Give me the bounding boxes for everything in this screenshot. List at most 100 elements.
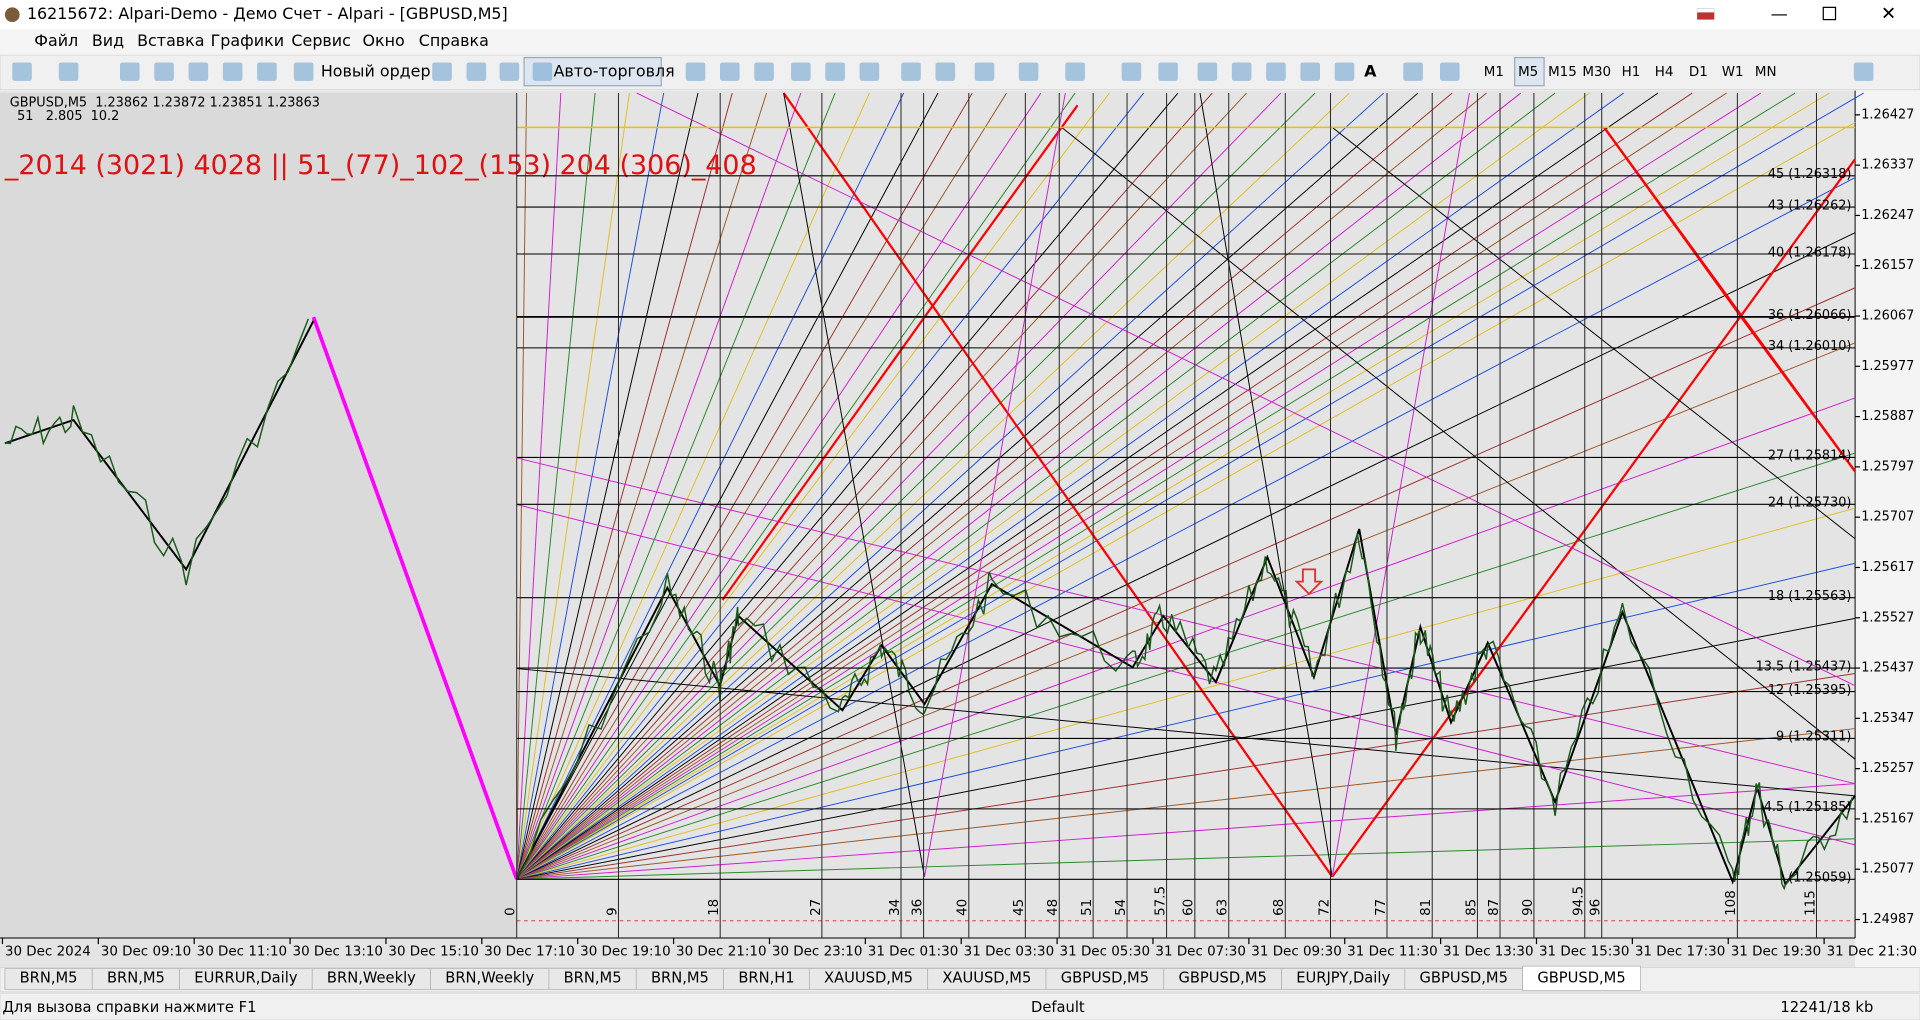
tab-label[interactable]: BRN,H1 <box>738 969 794 986</box>
tab-label[interactable]: XAUUSD,M5 <box>942 969 1031 986</box>
timeframe-button[interactable]: MN <box>1755 65 1777 80</box>
tab-label[interactable]: GBPUSD,M5 <box>1178 969 1266 986</box>
tab-label[interactable]: XAUUSD,M5 <box>824 969 913 986</box>
new-order-button[interactable]: Новый ордер <box>321 62 431 81</box>
tool-icon[interactable] <box>901 62 921 81</box>
close[interactable]: ✕ <box>1881 4 1896 25</box>
timeframe-button[interactable]: H4 <box>1655 65 1674 80</box>
tab-label[interactable]: GBPUSD,M5 <box>1420 969 1508 986</box>
menu-item[interactable]: Файл <box>34 31 78 50</box>
minimize[interactable]: — <box>1771 5 1788 25</box>
time-label: 30 Dec 15:10 <box>388 944 478 959</box>
tool-icon[interactable] <box>1158 62 1178 81</box>
drawing-line <box>516 92 1042 880</box>
timeframe-button[interactable]: W1 <box>1722 65 1744 80</box>
tab-label[interactable]: BRN,M5 <box>651 969 709 986</box>
drawing-line <box>516 92 1453 880</box>
tab-label[interactable]: BRN,Weekly <box>327 969 416 986</box>
tab-label[interactable]: EURJPY,Daily <box>1296 969 1390 986</box>
tool-icon[interactable] <box>974 62 995 81</box>
tool-icon[interactable] <box>222 62 243 81</box>
tool-icon[interactable] <box>1300 62 1321 81</box>
tool-icon[interactable] <box>1334 62 1355 81</box>
menu-item[interactable]: Вид <box>92 31 124 50</box>
price-label: 1.26067 <box>1861 309 1914 324</box>
auto-trading-label[interactable]: Авто-торговля <box>553 62 674 81</box>
tool-icon[interactable] <box>432 62 452 81</box>
tool-icon[interactable] <box>1231 62 1252 81</box>
timeframe-button[interactable]: M5 <box>1518 65 1538 80</box>
tab-label[interactable]: EURRUR,Daily <box>194 969 298 986</box>
tab-label[interactable]: BRN,M5 <box>564 969 622 986</box>
tool-icon[interactable] <box>1440 62 1460 81</box>
tool-icon[interactable] <box>1266 62 1286 81</box>
tab[interactable] <box>1522 965 1641 991</box>
time-label: 31 Dec 09:30 <box>1251 944 1341 959</box>
timeframe-button[interactable]: M30 <box>1582 65 1611 80</box>
tool-icon[interactable] <box>791 62 811 81</box>
menu-item[interactable]: Графики <box>211 31 284 50</box>
time-label: 30 Dec 17:10 <box>484 944 574 959</box>
tool-icon[interactable] <box>1018 62 1039 81</box>
tool-icon[interactable] <box>935 62 956 81</box>
tool-icon[interactable] <box>188 62 209 81</box>
price-label: 1.25527 <box>1861 610 1914 625</box>
tool-icon[interactable] <box>466 62 487 81</box>
drawing-line <box>516 92 1556 880</box>
tool-icon[interactable] <box>859 62 880 81</box>
tool-icon[interactable] <box>532 62 553 81</box>
tab-label[interactable]: BRN,M5 <box>20 969 78 986</box>
count-label: 51 <box>1080 899 1095 916</box>
count-label: 0 <box>504 907 519 916</box>
count-label: 18 <box>707 899 722 916</box>
tool-icon[interactable] <box>120 62 140 81</box>
text-tool[interactable]: A <box>1364 62 1377 81</box>
tab-label[interactable]: BRN,M5 <box>107 969 165 986</box>
tool-icon[interactable] <box>12 62 32 81</box>
drawing-line <box>924 92 1066 877</box>
status-help: Для вызова справки нажмите F1 <box>2 999 256 1016</box>
timeframe-button[interactable]: H1 <box>1622 65 1641 80</box>
tool-icon[interactable] <box>257 62 277 81</box>
maximize[interactable] <box>1822 6 1837 21</box>
drawing-line <box>516 507 1856 880</box>
title-bar <box>0 0 1920 30</box>
tool-icon[interactable] <box>154 62 174 81</box>
time-label: 30 Dec 2024 <box>5 944 91 959</box>
tab-label[interactable]: GBPUSD,M5 <box>1537 969 1625 986</box>
tool-icon[interactable] <box>293 62 314 81</box>
tool-icon[interactable] <box>1121 62 1142 81</box>
timeframe-button[interactable]: M15 <box>1548 65 1577 80</box>
drawing-line <box>516 92 802 880</box>
level-label: 36 (1.26066) <box>1768 308 1852 323</box>
drawing-line <box>516 92 1419 880</box>
tool-icon[interactable] <box>685 62 706 81</box>
status-traffic: 12241/18 kb <box>1780 999 1873 1016</box>
menu-item[interactable]: Вставка <box>137 31 204 50</box>
menu-item[interactable]: Справка <box>419 31 489 50</box>
tool-icon[interactable] <box>1853 62 1874 81</box>
time-label: 31 Dec 15:30 <box>1539 944 1629 959</box>
tool-icon[interactable] <box>58 62 79 81</box>
drawing-line <box>516 92 939 880</box>
time-label: 30 Dec 21:10 <box>676 944 766 959</box>
timeframe-button[interactable]: D1 <box>1689 65 1708 80</box>
count-label: 45 <box>1012 899 1027 916</box>
count-label: 81 <box>1419 899 1434 916</box>
timeframe-button[interactable]: M1 <box>1484 65 1504 80</box>
drawing-line <box>516 342 1856 880</box>
tool-icon[interactable] <box>1065 62 1085 81</box>
tab-label[interactable]: GBPUSD,M5 <box>1061 969 1149 986</box>
chart-left-zone <box>0 93 517 938</box>
drawing-line <box>516 92 1145 880</box>
tool-icon[interactable] <box>1403 62 1423 81</box>
tool-icon[interactable] <box>1197 62 1218 81</box>
menu-item[interactable]: Сервис <box>291 31 350 50</box>
tab-label[interactable]: BRN,Weekly <box>445 969 534 986</box>
tool-icon[interactable] <box>720 62 740 81</box>
count-label: 54 <box>1114 899 1129 916</box>
tool-icon[interactable] <box>499 62 520 81</box>
menu-item[interactable]: Окно <box>362 31 404 50</box>
tool-icon[interactable] <box>754 62 774 81</box>
tool-icon[interactable] <box>825 62 845 81</box>
